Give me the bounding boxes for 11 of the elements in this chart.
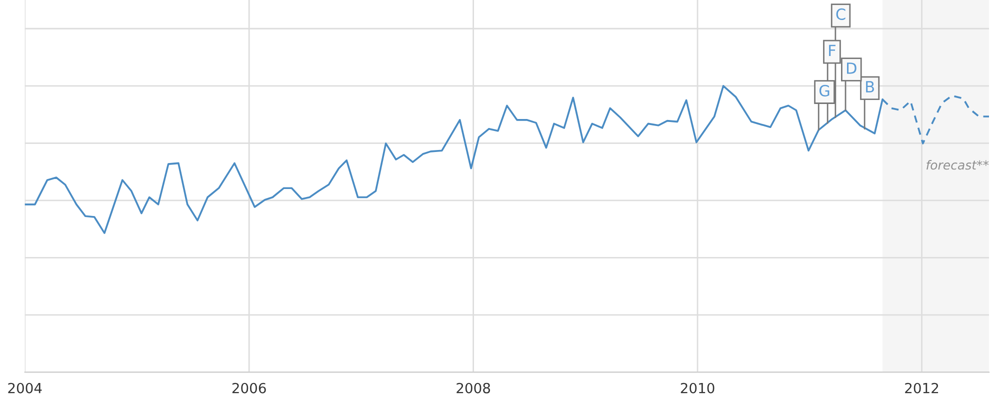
x-tick-label: 2004: [8, 382, 42, 394]
x-tick-label: 2010: [680, 382, 714, 394]
annotation: D: [847, 62, 856, 74]
annotation: G: [819, 84, 830, 96]
x-tick-label: 2012: [905, 382, 938, 394]
x-tick-label: 2006: [232, 382, 266, 394]
annotation: C: [836, 8, 846, 20]
annotation: F: [829, 44, 836, 56]
band-label: forecast**: [926, 160, 989, 170]
x-tick-label: 2008: [456, 382, 490, 394]
annotation: B: [866, 81, 874, 92]
